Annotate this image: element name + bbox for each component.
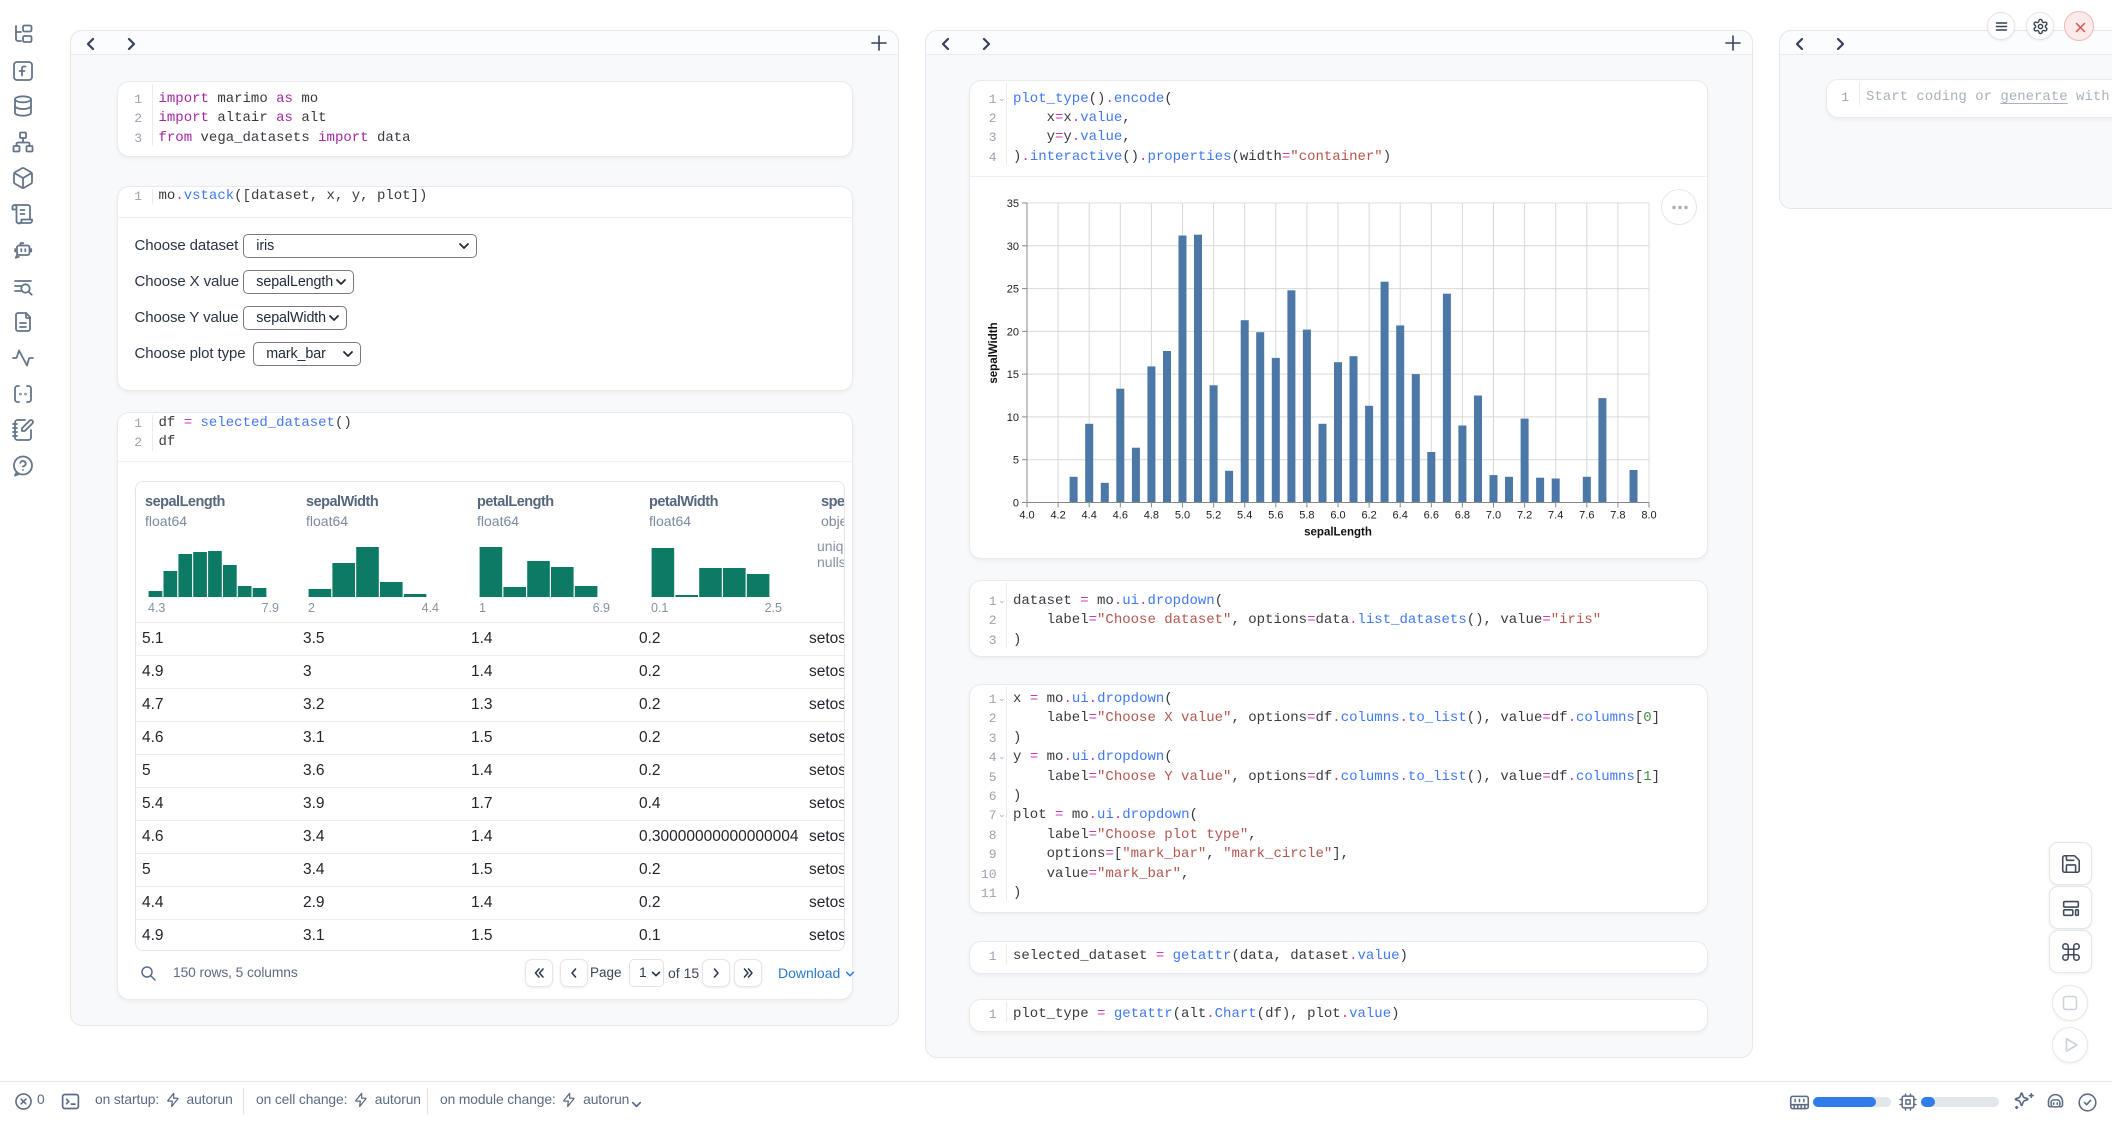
svg-text:7.0: 7.0 [1486, 510, 1501, 522]
svg-text:6.0: 6.0 [1330, 510, 1345, 522]
svg-text:10: 10 [1007, 412, 1019, 424]
svg-text:6.4: 6.4 [1393, 510, 1408, 522]
svg-text:35: 35 [1007, 198, 1019, 210]
svg-text:7.2: 7.2 [1517, 510, 1532, 522]
svg-text:8.0: 8.0 [1641, 510, 1656, 522]
svg-text:6.6: 6.6 [1424, 510, 1439, 522]
svg-text:6.8: 6.8 [1455, 510, 1470, 522]
svg-text:4.6: 4.6 [1113, 510, 1128, 522]
svg-text:15: 15 [1007, 369, 1019, 381]
svg-text:4.0: 4.0 [1019, 510, 1034, 522]
svg-text:20: 20 [1007, 326, 1019, 338]
svg-text:4.2: 4.2 [1050, 510, 1065, 522]
svg-text:5.2: 5.2 [1206, 510, 1221, 522]
svg-text:sepalWidth: sepalWidth [988, 322, 1000, 383]
svg-text:7.8: 7.8 [1610, 510, 1625, 522]
svg-text:7.4: 7.4 [1548, 510, 1563, 522]
svg-text:5: 5 [1013, 455, 1019, 467]
svg-text:4.4: 4.4 [1082, 510, 1097, 522]
svg-text:7.6: 7.6 [1579, 510, 1594, 522]
svg-text:5.6: 5.6 [1268, 510, 1283, 522]
svg-text:0: 0 [1013, 498, 1019, 510]
svg-text:4.8: 4.8 [1144, 510, 1159, 522]
svg-text:30: 30 [1007, 241, 1019, 253]
svg-text:5.4: 5.4 [1237, 510, 1252, 522]
svg-text:6.2: 6.2 [1361, 510, 1376, 522]
svg-text:5.8: 5.8 [1299, 510, 1314, 522]
svg-text:sepalLength: sepalLength [1304, 527, 1372, 539]
svg-text:5.0: 5.0 [1175, 510, 1190, 522]
svg-text:25: 25 [1007, 284, 1019, 296]
